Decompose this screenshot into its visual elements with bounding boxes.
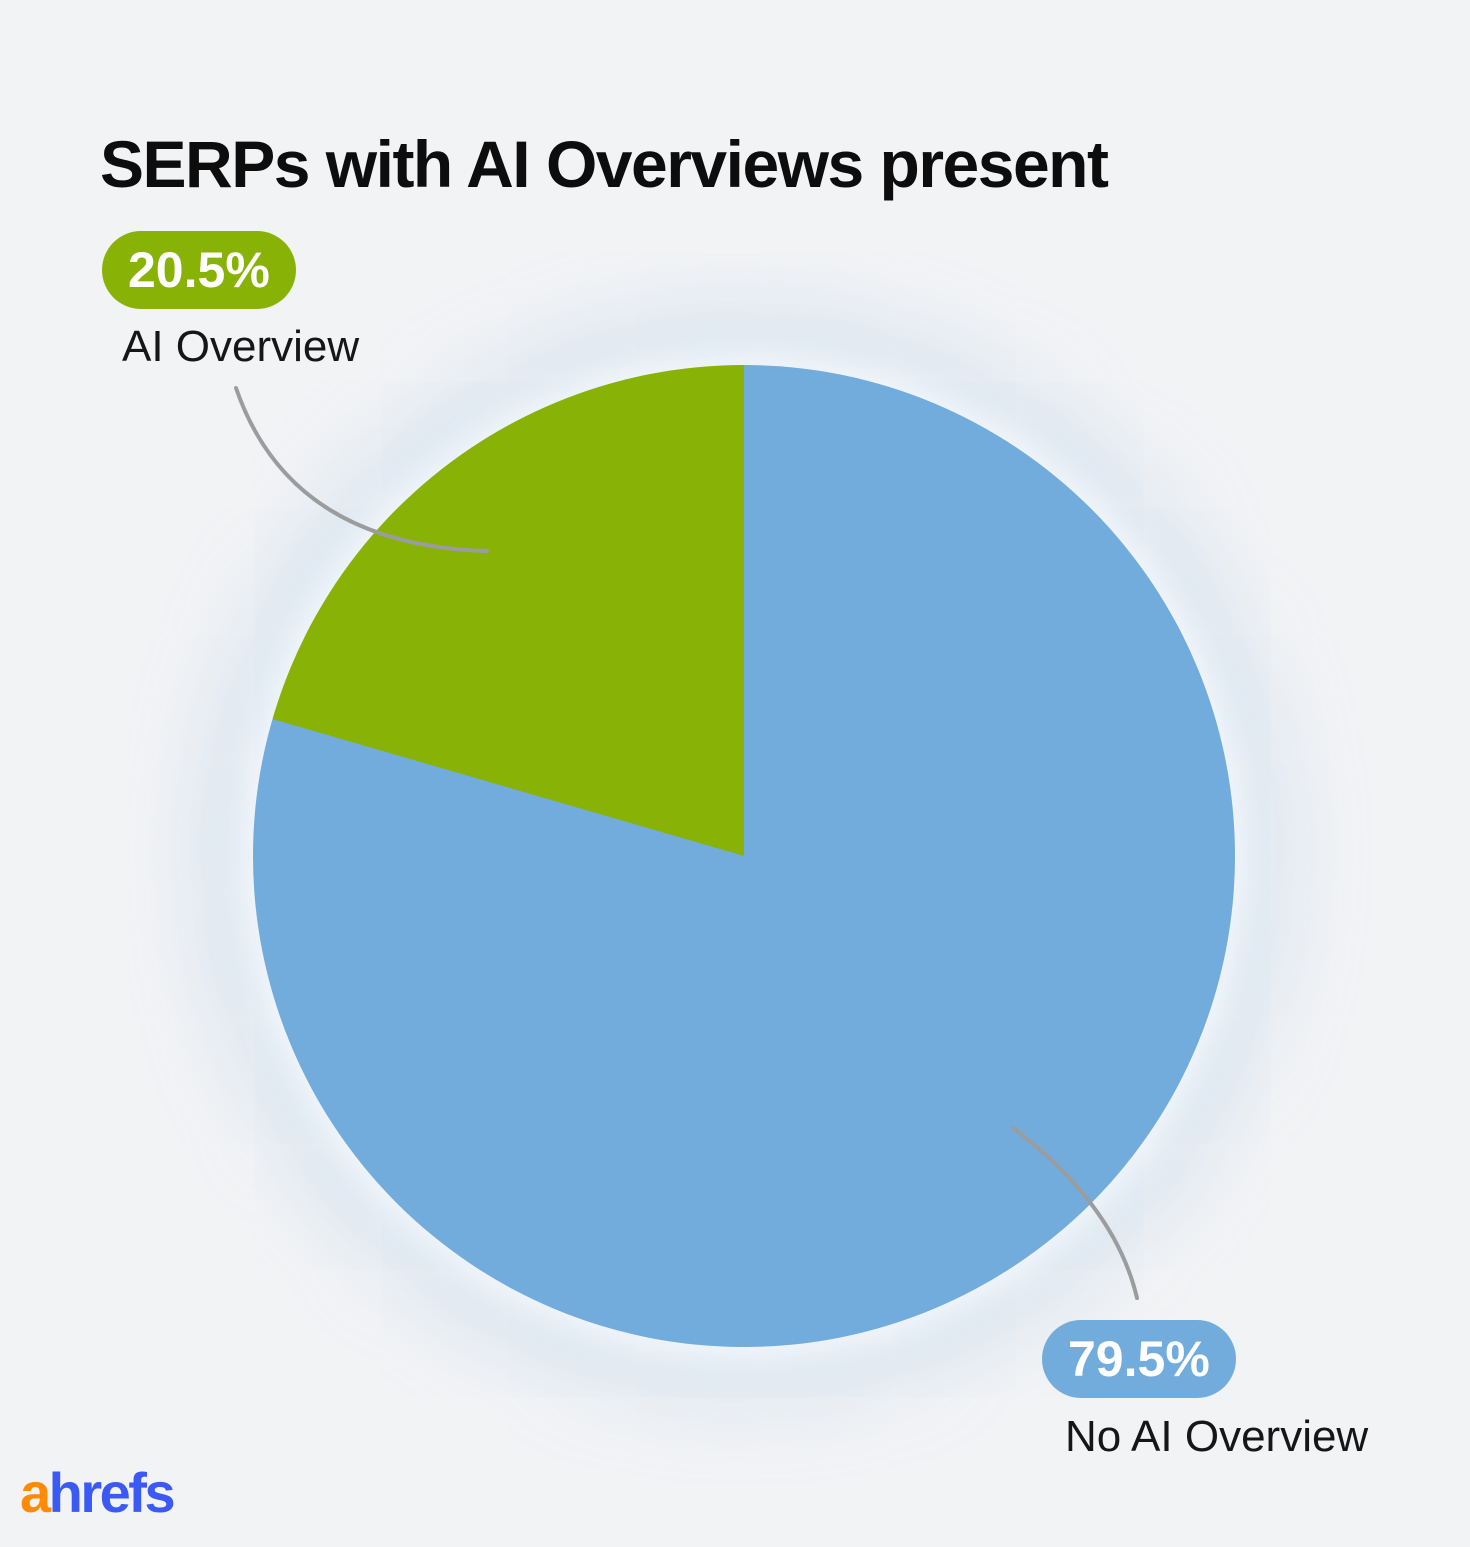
no-ai-overview-badge: 79.5% xyxy=(1042,1320,1236,1398)
chart-title: SERPs with AI Overviews present xyxy=(100,127,1109,202)
ahrefs-logo: ahrefs xyxy=(20,1460,176,1525)
no-ai-overview-label: No AI Overview xyxy=(1065,1412,1369,1461)
pie-chart xyxy=(253,365,1235,1347)
ahrefs-logo-hrefs: hrefs xyxy=(48,1461,176,1524)
ai-overview-badge: 20.5% xyxy=(102,231,296,309)
ai-overview-label: AI Overview xyxy=(122,322,360,371)
ahrefs-logo-a: a xyxy=(20,1461,51,1524)
